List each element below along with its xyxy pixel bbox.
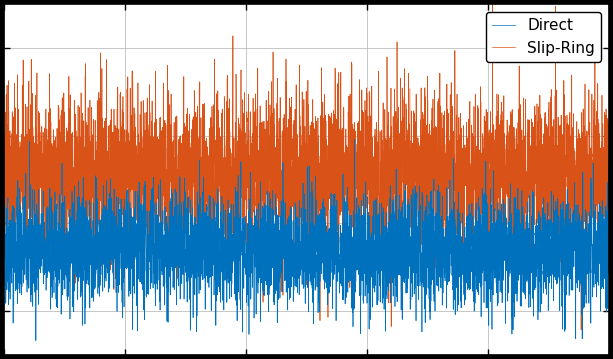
Direct	[232, 185, 239, 189]
Slip-Ring	[498, 151, 505, 156]
Direct	[498, 204, 505, 208]
Direct	[1, 234, 8, 238]
Slip-Ring	[394, 215, 401, 219]
Direct	[394, 218, 402, 222]
Slip-Ring	[577, 328, 585, 332]
Slip-Ring	[1, 190, 8, 194]
Legend: Direct, Slip-Ring: Direct, Slip-Ring	[486, 12, 601, 62]
Direct	[605, 271, 612, 276]
Slip-Ring	[605, 148, 612, 152]
Direct	[364, 301, 371, 305]
Direct	[452, 304, 459, 308]
Slip-Ring	[452, 191, 459, 195]
Slip-Ring	[232, 256, 239, 261]
Direct	[351, 137, 358, 142]
Slip-Ring	[110, 107, 118, 111]
Line: Direct: Direct	[4, 140, 609, 341]
Direct	[32, 339, 39, 343]
Direct	[110, 187, 118, 191]
Line: Slip-Ring: Slip-Ring	[4, 0, 609, 330]
Slip-Ring	[363, 108, 370, 112]
